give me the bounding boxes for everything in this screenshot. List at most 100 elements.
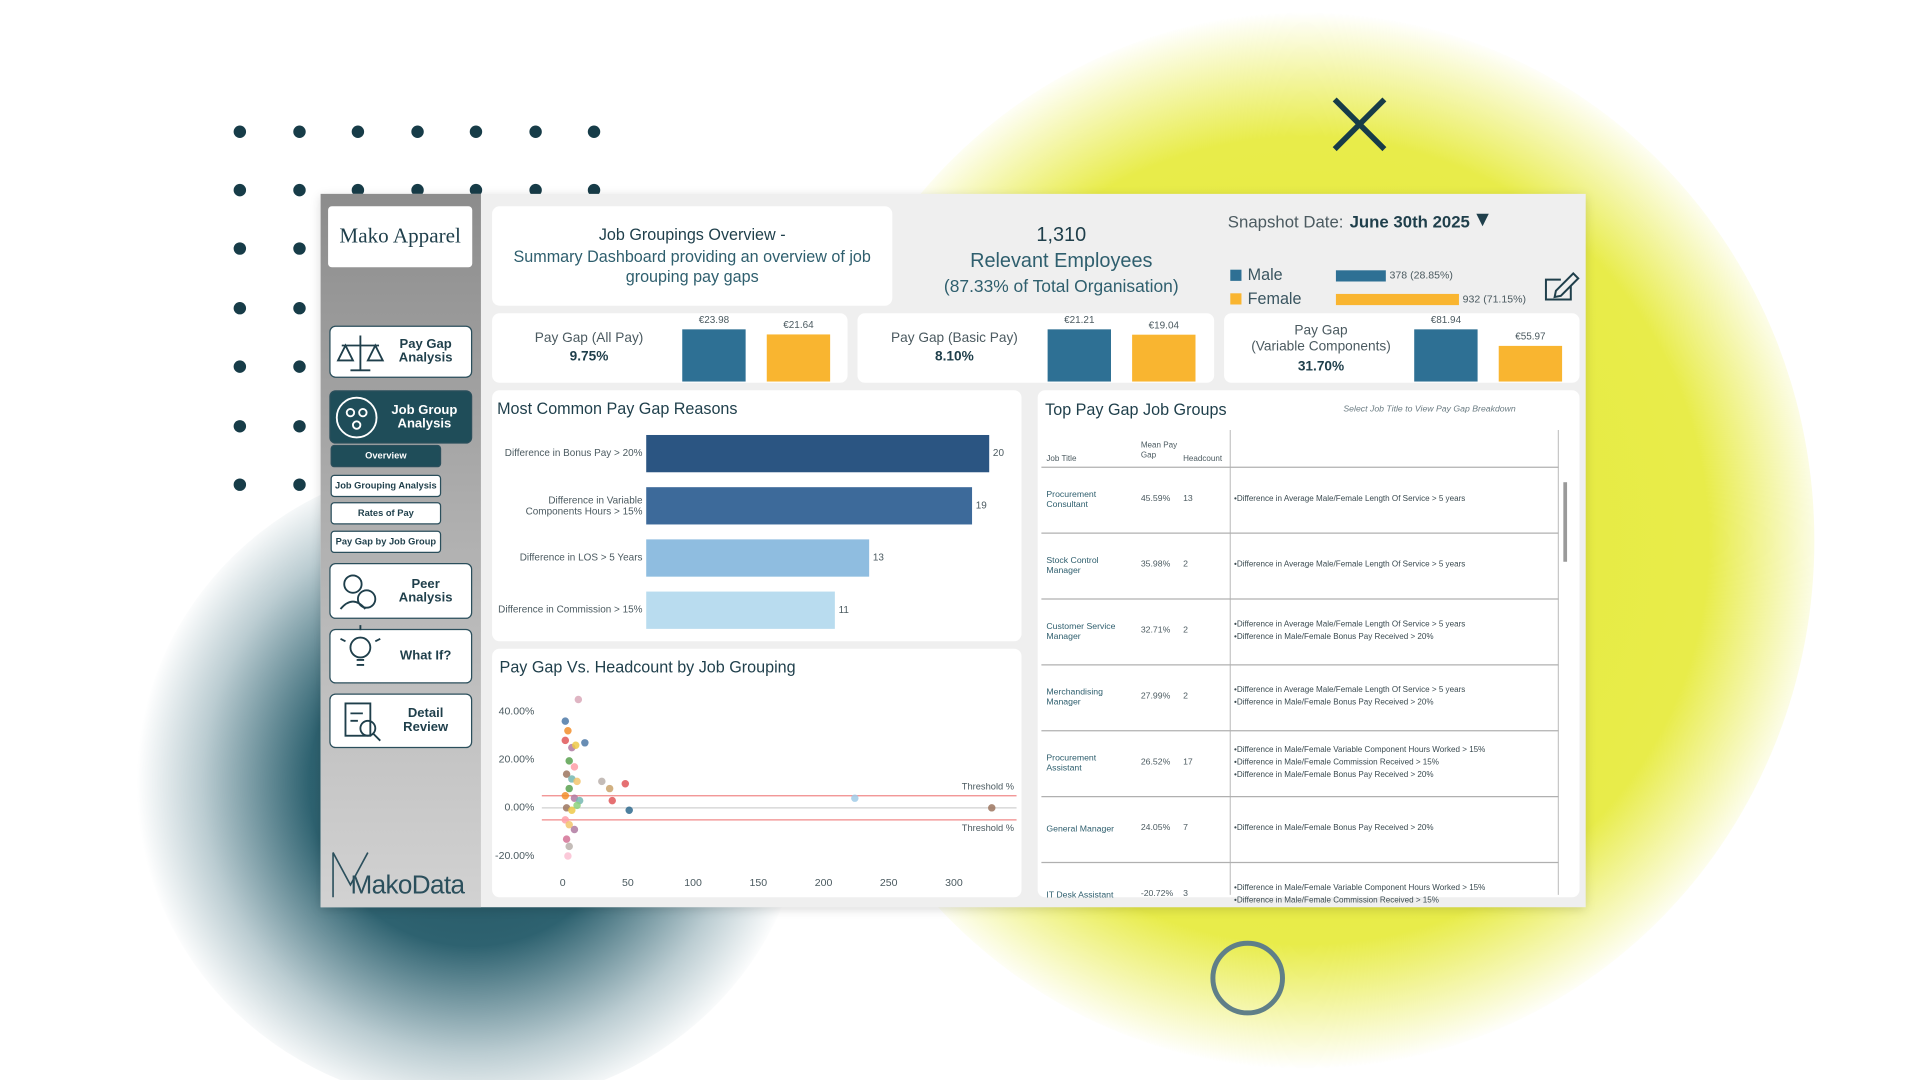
footer-logo-mark: [332, 852, 369, 898]
x-tick-label: 250: [880, 877, 898, 889]
point: [564, 727, 572, 735]
x-tick-label: 100: [684, 877, 702, 889]
table-panel: [1037, 390, 1580, 898]
reason: •Difference in Male/Female Bonus Pay Rec…: [1234, 770, 1434, 780]
header-title: Job Groupings Overview -: [598, 224, 786, 244]
bar: [646, 487, 973, 525]
column-header: Headcount: [1183, 454, 1223, 464]
kpi-headline: 8.10%: [935, 349, 974, 365]
point: [570, 763, 579, 771]
snapshot-value[interactable]: June 30th 2025: [1349, 212, 1470, 232]
nav-label: Peer Analysis: [398, 576, 453, 605]
point: [561, 717, 570, 725]
nav-button[interactable]: Pay Gap Analysis: [329, 325, 473, 378]
reason: •Difference in Average Male/Female Lengt…: [1234, 494, 1466, 504]
x-tick-label: 200: [815, 877, 833, 889]
headcount-note: (87.33% of Total Organisation): [943, 275, 1179, 296]
subnav-button[interactable]: Job Grouping Analysis: [330, 474, 442, 498]
threshold-label: Threshold %: [962, 782, 1014, 792]
value-label: 20: [993, 448, 1005, 459]
edit-icon[interactable]: [1544, 272, 1580, 301]
x-tick-label: 300: [945, 877, 963, 889]
job-title: Customer Service Manager: [1046, 622, 1116, 642]
headcount: 2: [1183, 560, 1188, 570]
reason: •Difference in Male/Female Commission Re…: [1234, 896, 1439, 905]
kpi-headline: 31.70%: [1297, 359, 1345, 375]
bar: [1335, 293, 1459, 306]
dropdown-arrow[interactable]: [1476, 213, 1489, 227]
point: [574, 695, 583, 704]
point: [572, 741, 580, 749]
legend-label: Female: [1248, 290, 1302, 308]
header-subtitle: Summary Dashboard providing an overview …: [513, 247, 871, 286]
value-label: 932 (71.15%): [1463, 293, 1526, 305]
headcount: 2: [1183, 626, 1188, 636]
table-hint: Select Job Title to View Pay Gap Breakdo…: [1343, 405, 1516, 414]
category-label: Difference in Commission > 15%: [498, 604, 643, 616]
header-panel: [492, 206, 893, 306]
value-label: €21.21: [1064, 315, 1095, 326]
reason: •Difference in Average Male/Female Lengt…: [1234, 620, 1466, 629]
mean-pay-gap: 24.05%: [1140, 823, 1171, 833]
point: [573, 801, 581, 810]
value-label: €23.98: [699, 315, 730, 326]
nav-button[interactable]: Job Group Analysis: [329, 390, 473, 444]
y-tick-label: 40.00%: [499, 705, 535, 717]
nav-button[interactable]: Peer Analysis: [329, 562, 473, 619]
legend-label: Male: [1248, 266, 1283, 284]
headcount: 17: [1183, 758, 1193, 767]
point: [621, 780, 630, 788]
reason: •Difference in Male/Female Bonus Pay Rec…: [1234, 823, 1434, 833]
value-label: €81.94: [1431, 315, 1462, 326]
nav-label: What If?: [399, 648, 452, 664]
job-title: General Manager: [1046, 825, 1115, 834]
subnav-button[interactable]: Pay Gap by Job Group: [330, 530, 442, 554]
kpi-title: Pay Gap (Basic Pay): [890, 330, 1018, 346]
header-icons: [1476, 213, 1580, 301]
point: [561, 792, 570, 800]
nav-icons: [332, 335, 385, 898]
bar: [1335, 270, 1386, 282]
reason: •Difference in Male/Female Variable Comp…: [1234, 883, 1486, 893]
value-label: 11: [839, 605, 850, 616]
y-tick-label: 0.00%: [504, 802, 534, 814]
nav-button[interactable]: What If?: [329, 628, 473, 684]
point: [565, 842, 573, 851]
category-label: Difference in LOS > 5 Years: [519, 551, 643, 563]
point: [573, 777, 581, 786]
mean-pay-gap: 27.99%: [1140, 692, 1171, 701]
column-header: Job Title: [1046, 454, 1077, 464]
footer-brand: MakoData: [350, 871, 465, 900]
category-label: Difference in Variable Components Hours …: [525, 494, 643, 518]
y-tick-label: 20.00%: [499, 753, 535, 765]
column-header: Mean Pay Gap: [1140, 441, 1178, 460]
headcount-label: Relevant Employees: [970, 251, 1153, 273]
subnav-button[interactable]: Overview: [330, 444, 442, 468]
point: [562, 835, 571, 843]
bar: [1132, 334, 1196, 382]
point: [570, 825, 579, 834]
value-label: 378 (28.85%): [1390, 270, 1453, 282]
legend-swatch: [1230, 269, 1242, 281]
mean-pay-gap: 32.71%: [1140, 626, 1171, 636]
bar: [1047, 329, 1111, 382]
point: [598, 777, 606, 786]
point: [851, 794, 859, 802]
mean-pay-gap: 26.52%: [1140, 758, 1171, 767]
job-title: Procurement Consultant: [1046, 490, 1097, 510]
kpi-title: Pay Gap (Variable Components): [1251, 323, 1391, 355]
chart-title: Pay Gap Vs. Headcount by Job Grouping: [500, 658, 796, 676]
headcount: 3: [1183, 889, 1188, 899]
bar: [1498, 345, 1563, 382]
subnav-button[interactable]: Rates of Pay: [330, 502, 442, 525]
threshold-label: Threshold %: [962, 823, 1014, 833]
point: [625, 806, 633, 814]
scatter-panel: [492, 648, 1022, 898]
headcount: 2: [1183, 692, 1188, 701]
point: [562, 770, 571, 778]
x-tick-label: 0: [560, 877, 566, 889]
bar: [682, 329, 746, 382]
scrollbar: [1563, 482, 1568, 562]
